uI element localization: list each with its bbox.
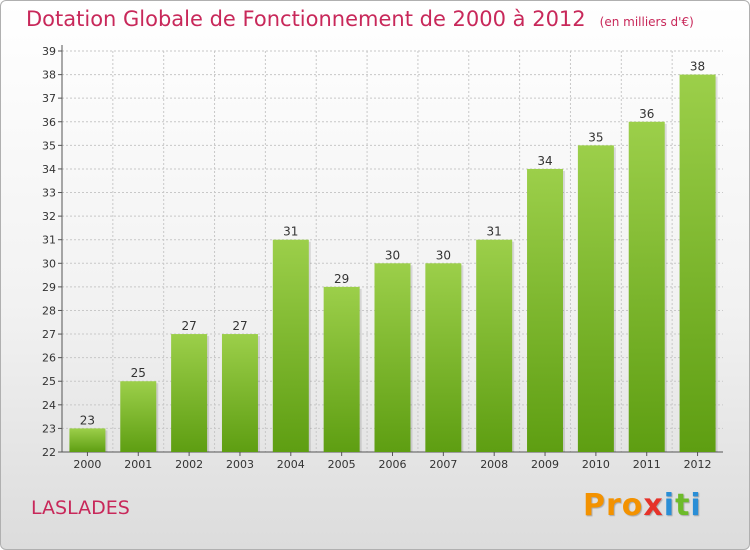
y-tick-label: 29 — [42, 281, 56, 294]
data-label: 35 — [588, 130, 603, 144]
y-tick-label: 37 — [42, 92, 56, 105]
x-tick-label: 2001 — [124, 458, 152, 471]
proxiti-logo[interactable]: Proxiti — [583, 488, 702, 523]
data-label: 34 — [537, 154, 552, 168]
data-label: 29 — [334, 272, 349, 286]
bar — [171, 334, 208, 452]
y-tick-label: 23 — [42, 422, 56, 435]
bar — [577, 145, 614, 452]
bar — [679, 74, 716, 453]
y-tick-label: 31 — [42, 234, 56, 247]
bar — [425, 263, 462, 452]
chart-title: Dotation Globale de Fonctionnement de 20… — [26, 7, 586, 31]
chart-subtitle: (en milliers d'€) — [599, 15, 694, 29]
logo-letter: P — [583, 488, 606, 523]
y-tick-label: 24 — [42, 399, 56, 412]
bars — [69, 74, 718, 453]
y-tick-label: 25 — [42, 375, 56, 388]
bar-chart: 22 23 24 25 26 27 28 29 30 31 32 33 34 35 36 37 38 39 2000… — [42, 45, 723, 471]
x-tick-label: 2003 — [226, 458, 254, 471]
x-tick-label: 2002 — [175, 458, 203, 471]
bar — [69, 428, 106, 452]
data-label: 27 — [232, 319, 247, 333]
y-tick-label: 28 — [42, 304, 56, 317]
logo-letter: r — [606, 488, 622, 523]
logo-letter: i — [690, 488, 702, 523]
data-label: 25 — [131, 366, 146, 380]
x-tick-label: 2004 — [277, 458, 305, 471]
x-tick-label: 2009 — [531, 458, 559, 471]
bar — [120, 381, 157, 452]
x-tick-label: 2011 — [633, 458, 661, 471]
grid-lines — [62, 50, 723, 453]
y-tick-label: 22 — [42, 446, 56, 459]
data-label: 31 — [487, 225, 502, 239]
x-tick-label: 2012 — [684, 458, 712, 471]
chart-title-row: Dotation Globale de Fonctionnement de 20… — [26, 7, 694, 31]
x-tick-label: 2005 — [328, 458, 356, 471]
bar — [374, 263, 411, 452]
data-label: 23 — [80, 413, 95, 427]
axes: 22 23 24 25 26 27 28 29 30 31 32 33 34 35 36 37 38 39 2000… — [42, 45, 723, 471]
logo-letter: i — [663, 488, 676, 523]
y-tick-label: 35 — [42, 139, 56, 152]
x-tick-label: 2007 — [429, 458, 457, 471]
data-label: 30 — [436, 248, 451, 262]
y-tick-label: 36 — [42, 116, 56, 129]
y-tick-label: 32 — [42, 210, 56, 223]
x-tick-label: 2000 — [73, 458, 101, 471]
data-label: 31 — [283, 225, 298, 239]
bar — [221, 334, 258, 452]
y-tick-label: 27 — [42, 328, 56, 341]
bar — [272, 239, 309, 452]
y-tick-label: 30 — [42, 257, 56, 270]
y-tick-label: 38 — [42, 69, 56, 82]
x-tick-label: 2008 — [480, 458, 508, 471]
x-tick-label: 2006 — [379, 458, 407, 471]
data-label: 38 — [690, 60, 705, 74]
data-label: 27 — [181, 319, 196, 333]
y-tick-label: 39 — [42, 45, 56, 58]
bar — [323, 286, 360, 452]
commune-name: LASLADES — [31, 497, 130, 519]
data-labels: 23 25 27 27 31 29 30 30 31 34 35 36 38 — [80, 60, 705, 428]
data-label: 36 — [639, 107, 654, 121]
data-label: 30 — [385, 248, 400, 262]
bar — [628, 121, 665, 452]
y-tick-label: 33 — [42, 187, 56, 200]
bar — [527, 168, 564, 453]
x-tick-label: 2010 — [582, 458, 610, 471]
y-tick-label: 34 — [42, 163, 56, 176]
logo-letter: x — [643, 488, 664, 523]
y-tick-label: 26 — [42, 352, 56, 365]
bar — [476, 239, 513, 452]
logo-letter: t — [675, 488, 691, 523]
logo-letter: o — [621, 488, 644, 523]
